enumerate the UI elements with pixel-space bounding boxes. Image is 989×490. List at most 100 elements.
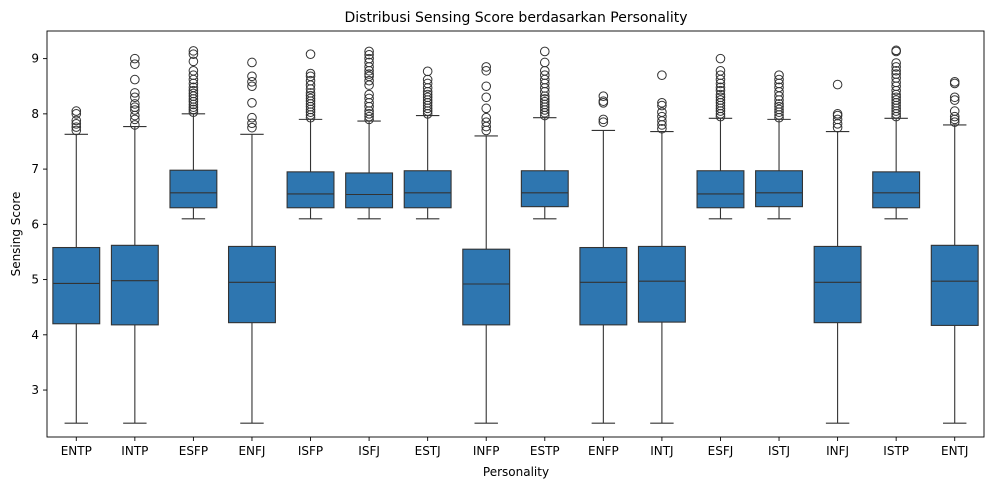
outlier-point [949, 95, 960, 105]
box-group-infj [813, 79, 862, 424]
outlier-point [305, 68, 316, 79]
outlier-point [188, 85, 199, 96]
box-enfj [227, 245, 276, 324]
outlier-point [305, 88, 316, 98]
outlier-point [891, 58, 901, 68]
y-tick-label: 7 [31, 162, 39, 176]
outlier-point [774, 82, 784, 93]
outlier-point [774, 70, 784, 80]
x-tick-label-esfp: ESFP [179, 444, 208, 458]
outlier-point [305, 71, 316, 82]
y-tick-label: 5 [31, 273, 39, 287]
outlier-point [891, 92, 901, 103]
outlier-point [130, 53, 140, 64]
box-entp [52, 246, 101, 325]
outlier-point [422, 66, 433, 77]
x-tick-label-isfj: ISFJ [358, 444, 380, 458]
box-estp [520, 170, 569, 208]
x-axis: ENTP INTP ESFP ENFJ ISFP ISFJ ESTJ INFP ESTP ENFP… [61, 437, 968, 458]
outlier-point [657, 70, 667, 80]
outlier-point [657, 100, 667, 111]
outlier-point [364, 93, 374, 104]
outlier-point [71, 106, 82, 116]
box-group-enfj [227, 57, 276, 424]
box-group-esfj [696, 53, 745, 220]
outlier-point [130, 88, 140, 98]
box-isfj [345, 172, 394, 209]
box-estj [403, 170, 452, 209]
outlier-point [657, 123, 667, 134]
box-entj [930, 244, 979, 326]
box-enfp [579, 246, 628, 326]
outlier-point [715, 92, 726, 103]
box-group-isfj [345, 46, 394, 220]
outlier-point [774, 99, 784, 109]
box-group-enfp [579, 91, 628, 424]
outlier-point [715, 95, 726, 105]
outlier-point [364, 109, 374, 119]
outlier-point [247, 71, 257, 82]
outlier-point [949, 111, 960, 122]
outlier-point [247, 122, 257, 133]
x-tick-label-estj: ESTJ [415, 444, 441, 458]
outlier-point [481, 65, 492, 76]
outlier-point [305, 49, 316, 60]
outlier-point [247, 112, 257, 123]
x-tick-label-infp: INFP [473, 444, 500, 458]
outlier-point [657, 107, 667, 117]
plot-frame [46, 30, 985, 438]
x-tick-label-istp: ISTP [883, 444, 909, 458]
outlier-point [481, 62, 492, 72]
outlier-point [71, 125, 82, 136]
x-tick-label-infj: INFJ [826, 444, 849, 458]
box-intp [110, 244, 159, 326]
outlier-point [71, 115, 82, 126]
box-group-entj [930, 77, 979, 424]
outlier-point [422, 78, 433, 89]
outlier-point [422, 92, 433, 103]
outlier-point [247, 118, 257, 129]
outlier-point [71, 122, 82, 132]
x-axis-title: Personality [483, 465, 549, 479]
outlier-point [422, 89, 433, 100]
outlier-point [188, 56, 199, 67]
box-infj [813, 245, 862, 324]
outlier-point [71, 119, 82, 129]
outlier-point [188, 107, 199, 117]
outlier-point [364, 111, 374, 122]
y-tick-label: 9 [31, 52, 39, 66]
outlier-point [247, 81, 257, 92]
outlier-point [364, 57, 374, 68]
outlier-point [364, 71, 374, 82]
outlier-point [949, 117, 960, 127]
box-esfp [169, 169, 218, 209]
outlier-point [891, 62, 901, 72]
outlier-point [715, 89, 726, 100]
outlier-point [130, 102, 140, 113]
outlier-point [364, 75, 374, 86]
x-tick-label-intp: INTP [121, 444, 148, 458]
outlier-point [188, 104, 199, 115]
outlier-point [715, 82, 726, 93]
y-axis: 3 4 5 6 7 8 9 [31, 52, 47, 397]
y-axis-title: Sensing Score [9, 192, 23, 277]
outlier-point [949, 77, 960, 87]
outlier-point [188, 82, 199, 93]
outlier-point [949, 92, 960, 103]
outlier-point [539, 57, 550, 68]
plot-area [52, 45, 979, 424]
outlier-point [481, 92, 492, 103]
box-group-isfp [286, 49, 335, 220]
outlier-point [891, 73, 901, 83]
outlier-point [539, 96, 550, 107]
y-tick-label: 6 [31, 217, 39, 231]
outlier-point [247, 57, 257, 68]
box-intj [637, 245, 686, 323]
outlier-point [891, 69, 901, 79]
outlier-point [715, 85, 726, 96]
x-tick-label-entj: ENTJ [941, 444, 968, 458]
outlier-point [539, 70, 550, 80]
outlier-point [188, 88, 199, 99]
outlier-point [305, 93, 316, 104]
